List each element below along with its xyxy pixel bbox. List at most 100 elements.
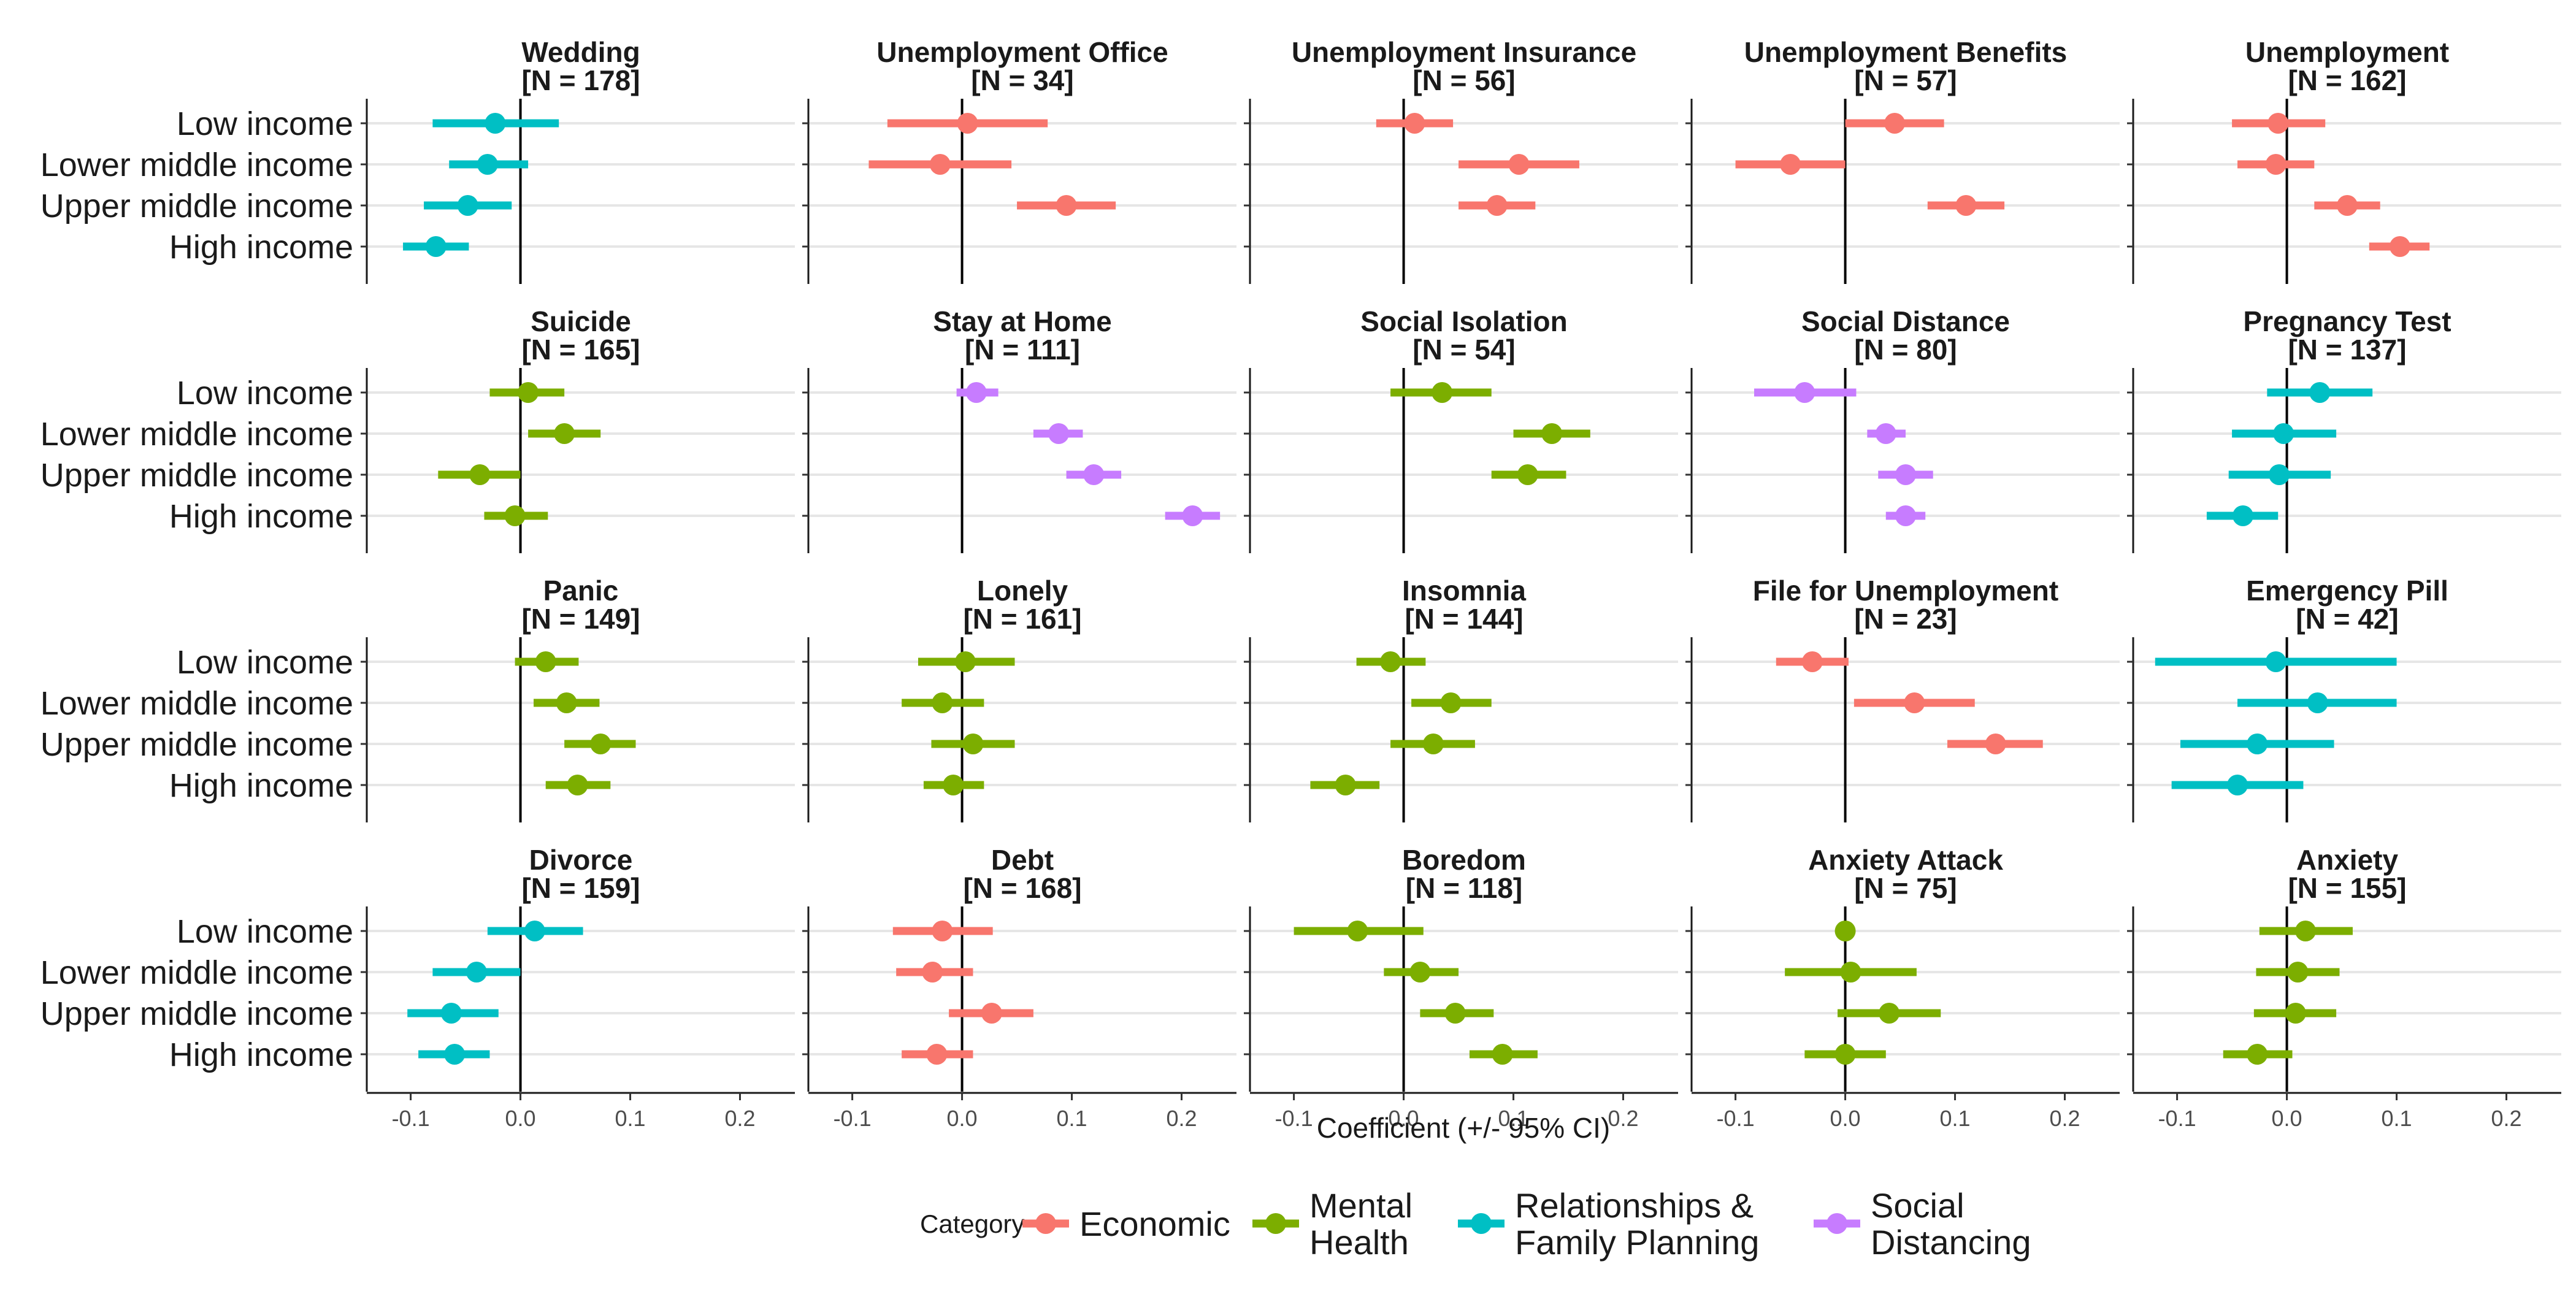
x-tick-label: 0.2 [2491, 1106, 2521, 1131]
point-estimate [1508, 154, 1530, 175]
x-tick-label: 0.0 [2272, 1106, 2302, 1131]
panel-title-unemployment: Unemployment [2245, 36, 2449, 68]
panel-title-lonely: Lonely [977, 575, 1068, 607]
panel-title-insomnia: Insomnia [1402, 575, 1526, 607]
x-tick-label: 0.1 [2382, 1106, 2412, 1131]
point-estimate [2389, 236, 2410, 257]
point-estimate [535, 651, 556, 672]
point-estimate [2232, 505, 2253, 526]
point-estimate [2265, 154, 2287, 175]
point-estimate [2247, 1044, 2268, 1065]
point-estimate [477, 154, 498, 175]
panel-n-label-anxiety: [N = 155] [2288, 872, 2406, 904]
point-estimate [1486, 195, 1508, 216]
point-estimate [2309, 382, 2331, 403]
point-estimate [1347, 921, 1368, 941]
point-estimate [962, 734, 984, 754]
x-tick-label: -0.1 [1275, 1106, 1313, 1131]
panel-n-label-unemployment-insurance: [N = 56] [1413, 64, 1515, 96]
point-estimate [922, 962, 943, 983]
panel-n-label-unemployment-office: [N = 34] [971, 64, 1073, 96]
row-label: Low income [177, 375, 353, 412]
row-label: Lower middle income [40, 954, 353, 991]
panel-n-label-pregnancy-test: [N = 137] [2288, 334, 2406, 366]
panel-title-pregnancy-test: Pregnancy Test [2243, 305, 2451, 337]
point-estimate [469, 464, 491, 485]
x-tick-label: 0.0 [1389, 1106, 1419, 1131]
x-tick-label: 0.2 [1166, 1106, 1197, 1131]
point-estimate [1834, 1044, 1856, 1065]
point-estimate [2287, 962, 2309, 983]
point-estimate [1380, 651, 1401, 672]
point-estimate [2227, 775, 2248, 795]
point-estimate [932, 921, 953, 941]
x-tick-label: -0.1 [834, 1106, 872, 1131]
point-estimate [1801, 651, 1823, 672]
panel-n-label-social-distance: [N = 80] [1854, 334, 1957, 366]
legend-label-economic: Economic [1079, 1205, 1230, 1243]
row-label: High income [169, 1036, 353, 1073]
legend-key-point-relationships-family-planning [1471, 1213, 1492, 1234]
row-label: High income [169, 229, 353, 266]
point-estimate [567, 775, 588, 795]
panel-title-emergency-pill: Emergency Pill [2246, 575, 2448, 607]
x-axis-title: Coefficient (+/- 95% CI) [1317, 1112, 1611, 1144]
point-estimate [1541, 423, 1563, 444]
point-estimate [1048, 423, 1070, 444]
point-estimate [590, 734, 611, 754]
point-estimate [2247, 734, 2268, 754]
row-label: High income [169, 767, 353, 804]
point-estimate [425, 236, 447, 257]
x-tick-label: 0.1 [1498, 1106, 1529, 1131]
panel-title-anxiety: Anxiety [2296, 844, 2399, 876]
point-estimate [1794, 382, 1815, 403]
point-estimate [932, 692, 953, 713]
point-estimate [1884, 113, 1906, 134]
panel-n-label-insomnia: [N = 144] [1405, 603, 1523, 635]
panel-n-label-panic: [N = 149] [521, 603, 640, 635]
row-label: Lower middle income [40, 685, 353, 722]
point-estimate [943, 775, 964, 795]
point-estimate [1895, 464, 1916, 485]
panel-n-label-unemployment-benefits: [N = 57] [1854, 64, 1957, 96]
point-estimate [1432, 382, 1453, 403]
x-tick-label: 0.0 [505, 1106, 536, 1131]
panel-n-label-debt: [N = 168] [963, 872, 1081, 904]
point-estimate [2337, 195, 2358, 216]
point-estimate [2294, 921, 2316, 941]
x-tick-label: 0.1 [1940, 1106, 1971, 1131]
point-estimate [2269, 464, 2290, 485]
legend-label-mental-health: Health [1309, 1223, 1409, 1262]
row-label: Upper middle income [40, 188, 353, 224]
point-estimate [981, 1003, 1002, 1024]
legend-label-relationships-family-planning: Relationships & [1515, 1186, 1754, 1225]
panel-title-unemployment-insurance: Unemployment Insurance [1292, 36, 1636, 68]
x-tick-label: 0.2 [2049, 1106, 2080, 1131]
point-estimate [1083, 464, 1105, 485]
x-tick-label: -0.1 [392, 1106, 430, 1131]
row-label: Lower middle income [40, 147, 353, 183]
row-label: Low income [177, 105, 353, 142]
legend-label-relationships-family-planning: Family Planning [1515, 1223, 1759, 1262]
x-tick-label: 0.0 [947, 1106, 978, 1131]
point-estimate [466, 962, 487, 983]
panel-title-stay-at-home: Stay at Home [933, 305, 1111, 337]
panel-title-divorce: Divorce [529, 844, 633, 876]
panel-n-label-unemployment: [N = 162] [2288, 64, 2406, 96]
panel-n-label-suicide: [N = 165] [521, 334, 640, 366]
row-label: Upper middle income [40, 995, 353, 1032]
point-estimate [440, 1003, 462, 1024]
point-estimate [1444, 1003, 1466, 1024]
panel-title-social-isolation: Social Isolation [1360, 305, 1567, 337]
panel-title-panic: Panic [543, 575, 619, 607]
point-estimate [2285, 1003, 2306, 1024]
point-estimate [1840, 962, 1861, 983]
panel-title-file-for-unemployment: File for Unemployment [1753, 575, 2058, 607]
point-estimate [1182, 505, 1203, 526]
point-estimate [929, 154, 951, 175]
panel-title-unemployment-benefits: Unemployment Benefits [1744, 36, 2068, 68]
point-estimate [1440, 692, 1462, 713]
x-tick-label: 0.2 [1608, 1106, 1638, 1131]
point-estimate [1955, 195, 1977, 216]
